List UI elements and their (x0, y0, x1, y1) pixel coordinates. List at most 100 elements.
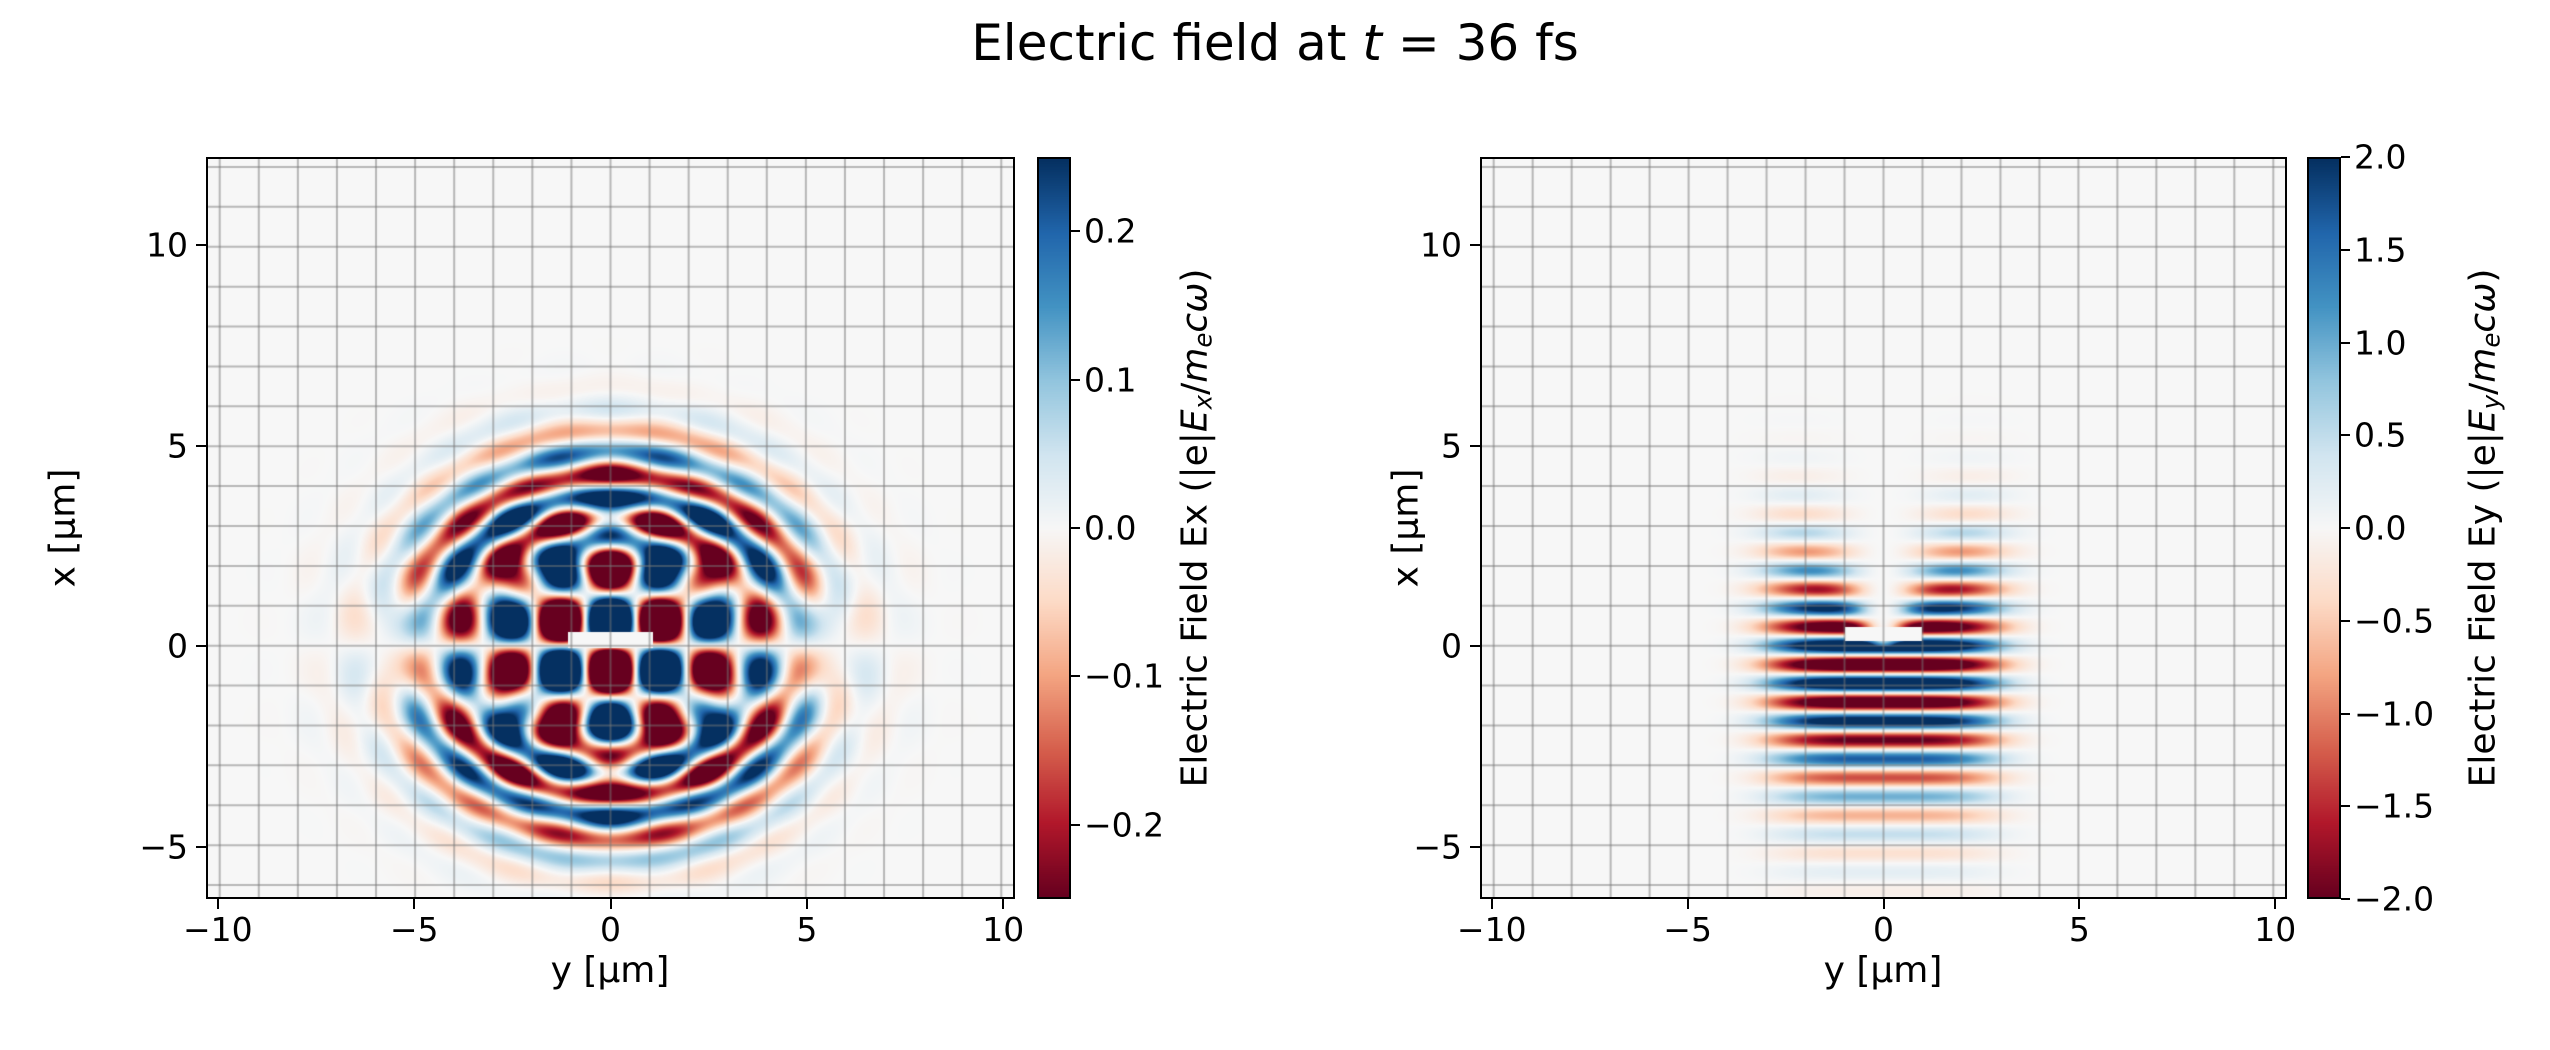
label-part: x (1188, 394, 1218, 410)
x-tick-label: −5 (389, 910, 439, 949)
colorbar-label-ex: Electric Field Ex (|e|Ex/mecω) (1174, 269, 1217, 788)
colorbar-tick-label: 1.5 (2354, 230, 2407, 270)
label-part: m (2462, 347, 2504, 383)
label-part: Electric Field Ey (|e| (2462, 432, 2504, 788)
x-tick-label: 5 (796, 910, 818, 949)
colorbar-tick-mark (2341, 805, 2350, 808)
label-part: Electric field at (971, 14, 1363, 72)
x-tick-label: −10 (182, 910, 253, 949)
colorbar-tick-mark (1071, 230, 1080, 233)
y-tick-label: 10 (146, 225, 188, 265)
label-part: ω (1174, 282, 1216, 313)
x-tick-label: 5 (2068, 910, 2090, 949)
label-part: c (1174, 312, 1216, 333)
label-part: e (2476, 332, 2506, 348)
x-tick-label: −10 (1456, 910, 1527, 949)
colorbar-tick-label: −2.0 (2354, 879, 2435, 919)
label-part: t (1362, 14, 1382, 72)
x-tick-mark (413, 899, 416, 909)
y-tick-mark (196, 444, 206, 447)
colorbar-tick-mark (1071, 378, 1080, 381)
x-tick-label: 10 (2254, 910, 2297, 949)
label-part: e (1188, 332, 1218, 348)
y-tick-label: 10 (1420, 225, 1462, 265)
colorbar-tick-label: 0.0 (1084, 508, 1137, 548)
xlabel-right: y [μm] (1823, 950, 1943, 991)
x-tick-label: 0 (600, 910, 621, 949)
ylabel-left: x [μm] (42, 468, 84, 588)
x-tick-mark (216, 899, 219, 909)
y-tick-mark (196, 244, 206, 247)
y-tick-label: −5 (139, 827, 188, 867)
colorbar-tick-label: 0.2 (1084, 211, 1137, 251)
y-tick-label: 5 (1441, 426, 1462, 466)
colorbar-tick-label: −0.1 (1084, 656, 1165, 696)
colorbar-tick-label: −0.5 (2354, 601, 2435, 641)
colorbar-tick-mark (1071, 527, 1080, 529)
colorbar-tick-mark (2341, 619, 2350, 622)
x-tick-mark (805, 899, 808, 909)
y-tick-mark (1470, 845, 1480, 848)
label-part: c (2462, 312, 2504, 333)
x-tick-mark (1882, 899, 1885, 909)
colorbar-ex (1037, 157, 1071, 899)
colorbar-tick-label: −1.0 (2354, 694, 2435, 733)
y-tick-label: −5 (1413, 827, 1462, 867)
label-part: / (2462, 382, 2504, 395)
colorbar-label-ey: Electric Field Ey (|e|Ey/mecω) (2462, 269, 2505, 788)
x-tick-mark (2274, 899, 2277, 909)
figure-title: Electric field at t = 36 fs (0, 14, 2550, 72)
heatmap-panel-ex (206, 157, 1015, 899)
heatmap-canvas-ey (1482, 159, 2285, 897)
xlabel-left: y [μm] (550, 950, 670, 991)
label-part: ω (2462, 282, 2504, 313)
label-part: / (1174, 382, 1216, 395)
colorbar-tick-mark (2341, 898, 2350, 900)
label-part: E (2462, 409, 2504, 433)
colorbar-tick-mark (2341, 434, 2350, 437)
colorbar-tick-label: 0.0 (2354, 508, 2407, 548)
colorbar-canvas-ex (1039, 159, 1069, 897)
label-part: ) (2462, 268, 2504, 283)
x-tick-label: −5 (1663, 910, 1712, 949)
y-tick-mark (196, 645, 206, 648)
colorbar-canvas-ey (2309, 159, 2339, 897)
y-tick-mark (1470, 444, 1480, 447)
label-part: Electric Field Ex (|e| (1174, 432, 1216, 788)
label-part: ) (1174, 268, 1216, 283)
colorbar-tick-mark (2341, 156, 2350, 158)
x-tick-mark (1490, 899, 1493, 909)
colorbar-tick-label: 2.0 (2354, 137, 2407, 177)
colorbar-tick-label: −0.2 (1084, 805, 1165, 845)
x-tick-mark (2078, 899, 2081, 909)
y-tick-mark (1470, 645, 1480, 648)
colorbar-tick-label: 0.1 (1084, 360, 1137, 400)
ylabel-right: x [μm] (1385, 468, 1427, 588)
x-tick-mark (1002, 899, 1005, 909)
x-tick-label: 0 (1873, 910, 1894, 949)
colorbar-tick-label: −1.5 (2354, 786, 2435, 826)
colorbar-tick-mark (1071, 675, 1080, 678)
colorbar-tick-mark (2341, 341, 2350, 344)
colorbar-tick-mark (2341, 527, 2350, 529)
colorbar-tick-mark (2341, 712, 2350, 715)
y-tick-mark (196, 845, 206, 848)
y-tick-mark (1470, 244, 1480, 247)
y-tick-label: 0 (1441, 626, 1462, 666)
colorbar-tick-mark (1071, 823, 1080, 826)
colorbar-tick-mark (2341, 248, 2350, 251)
label-part: y (2476, 394, 2506, 410)
colorbar-tick-label: 0.5 (2354, 415, 2407, 455)
colorbar-ey (2307, 157, 2341, 899)
y-tick-label: 0 (167, 626, 188, 666)
x-tick-label: 10 (982, 910, 1025, 949)
heatmap-canvas-ex (208, 159, 1013, 897)
y-tick-label: 5 (167, 426, 188, 466)
label-part: m (1174, 347, 1216, 383)
x-tick-mark (1686, 899, 1689, 909)
label-part: = 36 fs (1381, 14, 1579, 72)
x-tick-mark (609, 899, 612, 909)
label-part: E (1174, 409, 1216, 433)
heatmap-panel-ey (1480, 157, 2287, 899)
